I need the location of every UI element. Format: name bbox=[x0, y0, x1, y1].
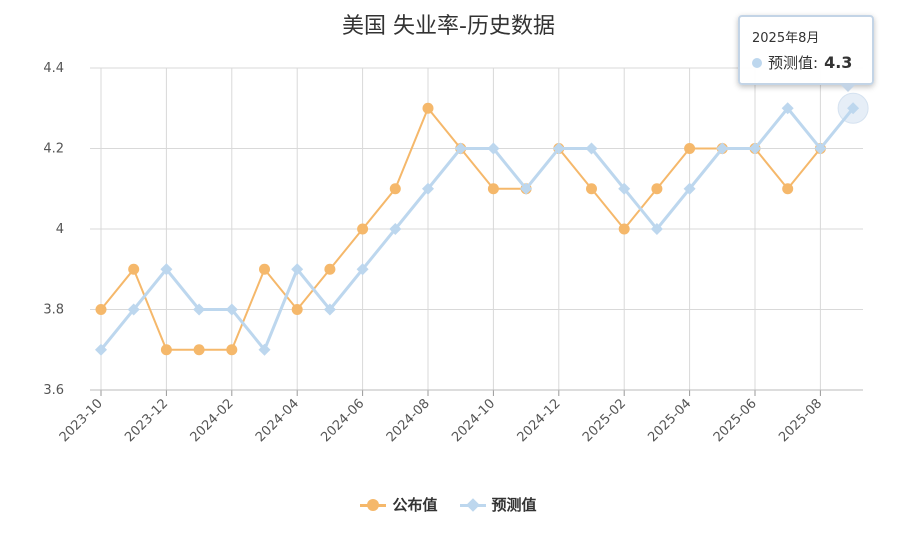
data-point-forecast bbox=[781, 102, 794, 115]
data-point-forecast bbox=[749, 142, 761, 155]
data-point-forecast bbox=[193, 303, 206, 316]
data-point-published bbox=[324, 263, 336, 275]
data-point-published bbox=[618, 223, 630, 235]
data-point-forecast bbox=[291, 263, 304, 276]
data-point-published bbox=[684, 143, 696, 154]
data-point-forecast bbox=[520, 182, 533, 195]
x-tick-label: 2024-02 bbox=[188, 396, 237, 445]
legend-item-published[interactable]: 公布值 bbox=[360, 494, 438, 515]
x-tick-label: 2024-12 bbox=[515, 396, 564, 445]
data-point-forecast bbox=[716, 142, 729, 155]
data-point-forecast bbox=[683, 182, 696, 195]
y-tick-label: 4 bbox=[56, 222, 64, 237]
data-point-forecast bbox=[389, 223, 402, 235]
tooltip-label: 预测值: bbox=[768, 54, 819, 72]
x-tick-label: 2025-08 bbox=[776, 396, 825, 445]
x-tick-label: 2023-12 bbox=[122, 396, 171, 445]
x-tick-label: 2025-06 bbox=[711, 396, 760, 445]
data-point-forecast bbox=[618, 182, 631, 195]
data-point-forecast bbox=[814, 142, 827, 155]
data-point-forecast bbox=[422, 182, 434, 195]
x-tick-label: 2024-08 bbox=[384, 396, 433, 445]
legend-swatch-forecast-icon bbox=[459, 497, 486, 512]
data-point-forecast bbox=[650, 223, 663, 235]
data-point-forecast bbox=[356, 263, 369, 276]
data-point-forecast bbox=[454, 142, 467, 155]
data-point-forecast bbox=[487, 142, 500, 155]
legend: 公布值 预测值 bbox=[0, 494, 897, 515]
data-point-published bbox=[357, 223, 369, 235]
data-point-published bbox=[422, 102, 434, 114]
tooltip-dot-icon bbox=[752, 57, 762, 68]
data-point-published bbox=[193, 344, 205, 356]
data-point-forecast bbox=[127, 303, 140, 316]
data-point-published bbox=[226, 344, 238, 356]
data-point-published bbox=[782, 183, 794, 195]
tooltip-date: 2025年8月 bbox=[752, 31, 820, 46]
y-tick-label: 4.2 bbox=[43, 142, 64, 157]
tooltip-row: 预测值: 4.3 bbox=[752, 52, 860, 73]
tooltip-value: 4.3 bbox=[824, 53, 853, 72]
legend-swatch-published-icon bbox=[360, 498, 387, 512]
y-tick-label: 4.4 bbox=[43, 61, 64, 76]
y-tick-label: 3.8 bbox=[43, 303, 64, 318]
x-tick-label: 2025-02 bbox=[580, 396, 629, 445]
data-point-forecast bbox=[95, 343, 107, 356]
y-tick-label: 3.6 bbox=[43, 383, 64, 398]
tooltip-arrow-icon bbox=[839, 83, 857, 92]
data-point-forecast bbox=[585, 142, 598, 155]
x-tick-label: 2024-04 bbox=[253, 396, 302, 445]
legend-label-forecast: 预测值 bbox=[491, 496, 537, 514]
data-point-published bbox=[389, 183, 401, 195]
data-point-published bbox=[259, 263, 270, 275]
data-point-published bbox=[487, 183, 499, 195]
legend-item-forecast[interactable]: 预测值 bbox=[459, 494, 537, 515]
data-point-published bbox=[95, 304, 107, 315]
x-tick-label: 2023-10 bbox=[57, 396, 106, 445]
data-point-published bbox=[291, 304, 303, 315]
x-tick-label: 2024-06 bbox=[318, 396, 367, 445]
data-point-forecast bbox=[160, 263, 173, 276]
data-point-forecast bbox=[323, 303, 336, 316]
x-tick-label: 2025-04 bbox=[645, 396, 694, 445]
data-point-published bbox=[128, 263, 140, 275]
legend-label-published: 公布值 bbox=[392, 496, 438, 514]
data-point-forecast bbox=[552, 142, 565, 155]
chart-title: 美国 失业率-历史数据 bbox=[342, 14, 555, 39]
data-point-published bbox=[586, 183, 597, 195]
data-point-forecast bbox=[258, 343, 271, 356]
x-tick-label: 2024-10 bbox=[449, 396, 498, 445]
data-point-forecast bbox=[225, 303, 238, 316]
data-point-published bbox=[651, 183, 663, 195]
data-point-forecast bbox=[847, 102, 860, 115]
data-point-published bbox=[160, 344, 172, 356]
tooltip: 2025年8月 预测值: 4.3 bbox=[738, 15, 874, 85]
